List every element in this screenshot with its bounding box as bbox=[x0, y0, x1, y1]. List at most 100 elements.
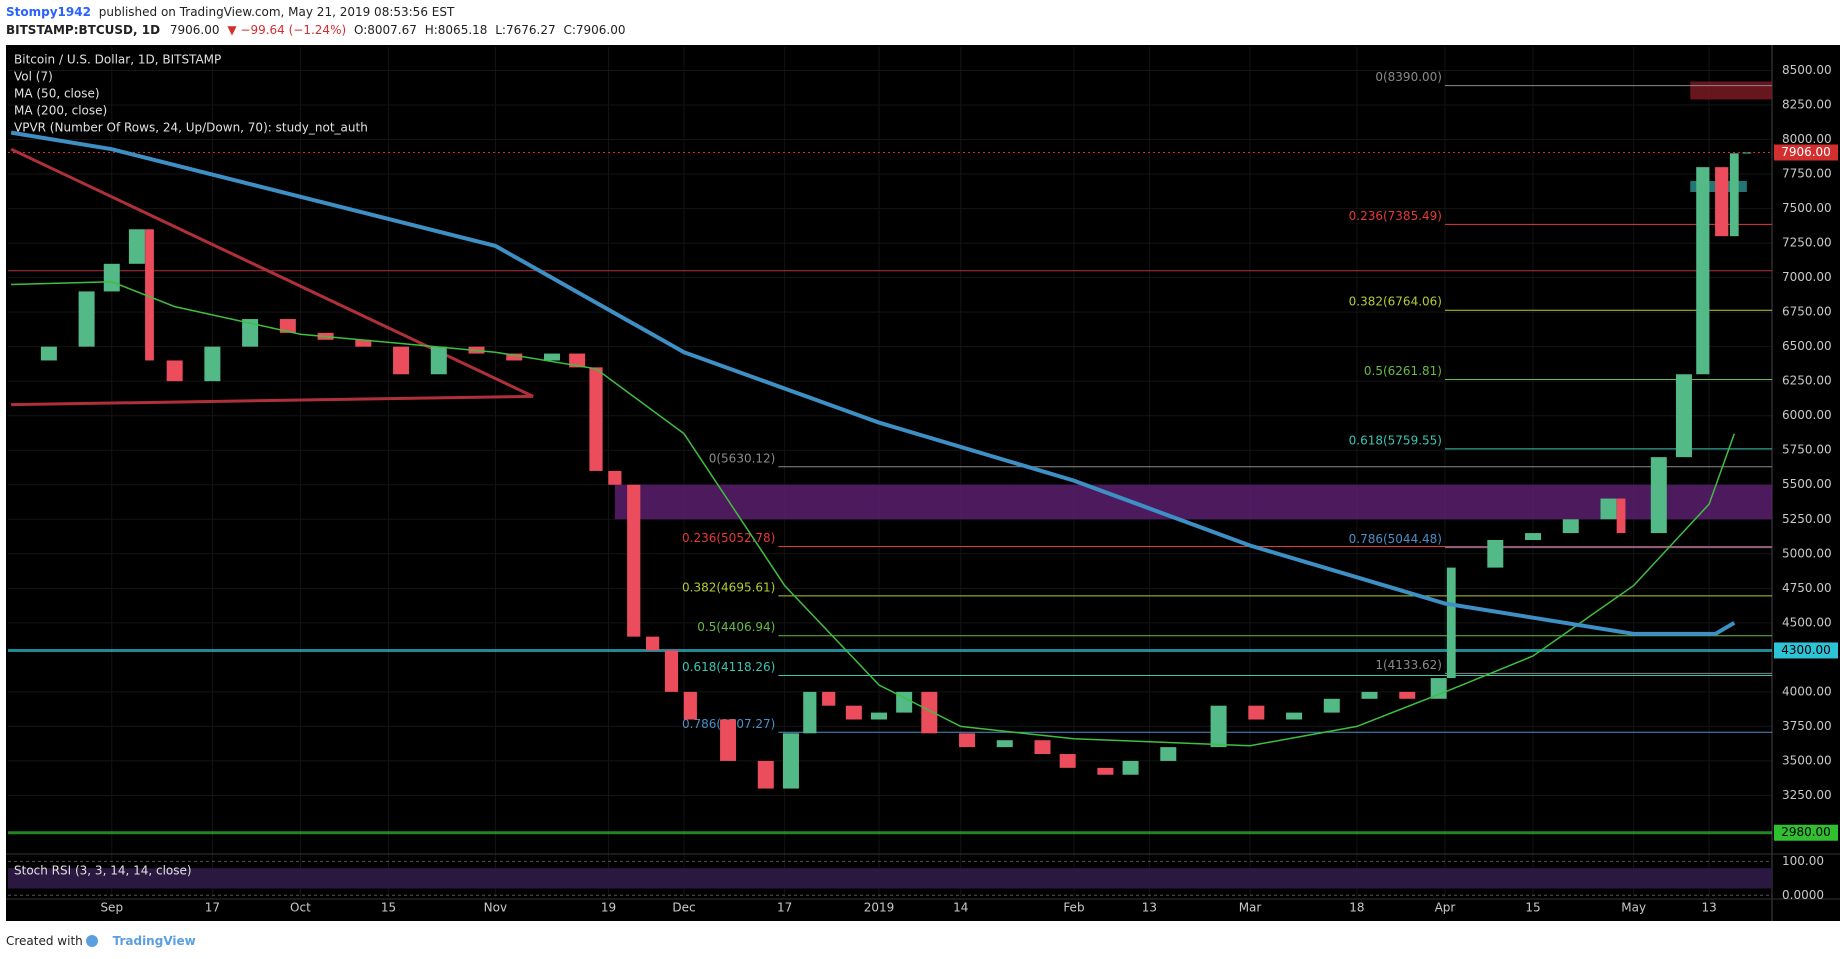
y-tick-label: 8000.00 bbox=[1782, 132, 1832, 146]
candle bbox=[1399, 691, 1416, 699]
candle bbox=[204, 346, 221, 382]
candle bbox=[128, 229, 145, 264]
ohlc: O:8007.67 bbox=[354, 23, 417, 37]
y-tick-label: 3750.00 bbox=[1782, 719, 1832, 733]
stoch-title: Stoch RSI (3, 3, 14, 14, close) bbox=[14, 864, 192, 878]
brand-logo bbox=[86, 935, 98, 947]
y-tick-label: 7500.00 bbox=[1782, 201, 1832, 215]
candle bbox=[145, 229, 154, 361]
fib-label: 0.236(7385.49) bbox=[1349, 209, 1442, 223]
candle bbox=[1715, 167, 1729, 237]
symbol: BITSTAMP:BTCUSD, 1D bbox=[6, 23, 160, 37]
y-tick-label: 5500.00 bbox=[1782, 477, 1832, 491]
candle bbox=[1286, 712, 1303, 720]
brand[interactable]: TradingView bbox=[113, 934, 196, 948]
candle bbox=[355, 339, 372, 347]
candle bbox=[1729, 153, 1739, 237]
candle bbox=[896, 691, 913, 713]
candle bbox=[103, 263, 120, 292]
candle bbox=[608, 470, 622, 485]
y-tick-label: 7750.00 bbox=[1782, 167, 1832, 181]
candle bbox=[1248, 705, 1265, 720]
candle bbox=[921, 691, 938, 734]
price-label-box bbox=[1774, 642, 1838, 659]
price-label: 2980.00 bbox=[1781, 825, 1831, 839]
x-tick-label: Nov bbox=[484, 901, 507, 915]
candle bbox=[1160, 747, 1177, 761]
y-tick-label: 8250.00 bbox=[1782, 97, 1832, 111]
x-tick-label: 17 bbox=[205, 901, 220, 915]
fib-label: 0.236(5052.78) bbox=[682, 531, 775, 545]
candle bbox=[543, 353, 560, 361]
plot: 3250.00 3500.00 3750.00 4000.00 4500.00 4750.… bbox=[6, 45, 1840, 921]
y-tick-label: 4000.00 bbox=[1782, 684, 1832, 698]
x-tick-label: 15 bbox=[381, 901, 396, 915]
y-tick-label: 7250.00 bbox=[1782, 236, 1832, 250]
candle bbox=[393, 346, 410, 375]
author[interactable]: Stompy1942 bbox=[6, 5, 91, 19]
x-tick-label: Feb bbox=[1063, 901, 1084, 915]
y-tick-label: 5250.00 bbox=[1782, 512, 1832, 526]
x-tick-label: May bbox=[1621, 901, 1646, 915]
last-price: 7906.00 bbox=[170, 23, 220, 37]
y-tick-label: 4500.00 bbox=[1782, 615, 1832, 629]
x-tick-label: 15 bbox=[1525, 901, 1540, 915]
candle bbox=[757, 760, 774, 789]
x-tick-label: 18 bbox=[1349, 901, 1364, 915]
candle bbox=[664, 650, 679, 692]
legend-entry: Bitcoin / U.S. Dollar, 1D, BITSTAMP bbox=[14, 53, 221, 67]
legend-entry: MA (200, close) bbox=[14, 104, 107, 118]
zone bbox=[1690, 81, 1772, 100]
candle bbox=[1430, 678, 1447, 699]
stoch-tick-label: 100.00 bbox=[1782, 854, 1824, 868]
candle bbox=[996, 740, 1013, 748]
candle bbox=[959, 733, 976, 748]
stoch-band bbox=[8, 868, 1772, 889]
candle bbox=[822, 691, 836, 706]
candle bbox=[683, 691, 697, 720]
candle bbox=[1742, 152, 1752, 154]
footer: Created with TradingView bbox=[6, 934, 196, 948]
candle bbox=[870, 712, 887, 720]
chart-background bbox=[6, 45, 1840, 921]
candle bbox=[1616, 498, 1626, 534]
y-tick-label: 5750.00 bbox=[1782, 443, 1832, 457]
candle bbox=[1059, 754, 1076, 768]
candle bbox=[589, 367, 603, 471]
x-tick-label: Oct bbox=[290, 901, 311, 915]
price-label-box bbox=[1774, 144, 1838, 161]
fib-label: 0.786(5044.48) bbox=[1349, 532, 1442, 546]
candle bbox=[1446, 567, 1456, 679]
x-tick-label: 2019 bbox=[864, 901, 895, 915]
candle bbox=[845, 705, 862, 720]
candle bbox=[1034, 740, 1051, 755]
legend-entry: VPVR (Number Of Rows, 24, Up/Down, 70): … bbox=[14, 121, 368, 135]
ma-line bbox=[11, 281, 1736, 747]
ohlc: L:7676.27 bbox=[495, 23, 555, 37]
fib-label: 1(4133.62) bbox=[1375, 658, 1442, 672]
candle bbox=[1562, 519, 1579, 534]
published: published on TradingView.com, May 21, 20… bbox=[99, 5, 455, 19]
candle bbox=[569, 353, 586, 368]
candle bbox=[279, 319, 296, 333]
x-tick-label: 13 bbox=[1142, 901, 1157, 915]
x-tick-label: Mar bbox=[1239, 901, 1262, 915]
y-tick-label: 6000.00 bbox=[1782, 408, 1832, 422]
price-label: 4300.00 bbox=[1781, 643, 1831, 657]
candle bbox=[242, 319, 259, 347]
candle bbox=[1650, 457, 1667, 534]
y-tick-label: 7000.00 bbox=[1782, 270, 1832, 284]
candle bbox=[1210, 705, 1227, 748]
candle bbox=[506, 353, 523, 361]
y-tick-label: 3250.00 bbox=[1782, 788, 1832, 802]
candle bbox=[166, 360, 183, 382]
y-tick-label: 6750.00 bbox=[1782, 305, 1832, 319]
y-tick-label: 4750.00 bbox=[1782, 581, 1832, 595]
header-line: Stompy1942 published on TradingView.com,… bbox=[6, 5, 455, 19]
candle bbox=[1097, 767, 1114, 775]
candle bbox=[1675, 374, 1692, 458]
x-tick-label: 13 bbox=[1701, 901, 1716, 915]
change: ▼ −99.64 (−1.24%) bbox=[227, 23, 346, 37]
zone bbox=[614, 484, 1772, 520]
